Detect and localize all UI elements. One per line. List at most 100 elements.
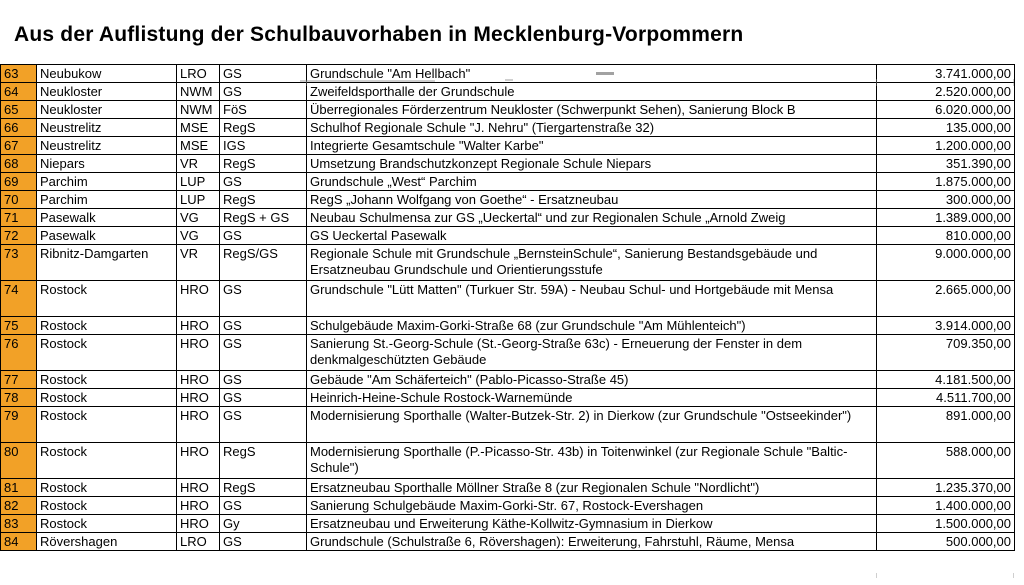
row-number-cell: 72 — [0, 226, 37, 245]
district-cell: VG — [176, 208, 220, 227]
amount-cell: 1.235.370,00 — [876, 478, 1015, 497]
school-type-cell: GS — [219, 316, 307, 335]
city-cell: Rostock — [36, 514, 177, 533]
project-cell: GS Ueckertal Pasewalk — [306, 226, 877, 245]
district-cell: MSE — [176, 118, 220, 137]
school-type-cell: GS — [219, 370, 307, 389]
amount-cell: 1.389.000,00 — [876, 208, 1015, 227]
table-row: 70 Parchim LUP RegS RegS „Johann Wolfgan… — [0, 190, 1015, 209]
district-cell: HRO — [176, 514, 220, 533]
row-number-cell: 65 — [0, 100, 37, 119]
district-cell: HRO — [176, 334, 220, 371]
district-cell: LRO — [176, 64, 220, 83]
project-cell: Ersatzneubau Sporthalle Möllner Straße 8… — [306, 478, 877, 497]
table-row: 67 Neustrelitz MSE IGS Integrierte Gesam… — [0, 136, 1015, 155]
district-cell: HRO — [176, 316, 220, 335]
table-row: 80 Rostock HRO RegS Modernisierung Sport… — [0, 442, 1015, 479]
table-row: 68 Niepars VR RegS Umsetzung Brandschutz… — [0, 154, 1015, 173]
city-cell: Rostock — [36, 496, 177, 515]
table-row: 79 Rostock HRO GS Modernisierung Sportha… — [0, 406, 1015, 443]
school-type-cell: GS — [219, 388, 307, 407]
table-row: 66 Neustrelitz MSE RegS Schulhof Regiona… — [0, 118, 1015, 137]
school-type-cell: RegS — [219, 118, 307, 137]
cropped-content-remnant — [1013, 573, 1014, 578]
city-cell: Pasewalk — [36, 208, 177, 227]
table-row: 75 Rostock HRO GS Schulgebäude Maxim-Gor… — [0, 316, 1015, 335]
table-row: 72 Pasewalk VG GS GS Ueckertal Pasewalk … — [0, 226, 1015, 245]
school-type-cell: FöS — [219, 100, 307, 119]
project-cell: Umsetzung Brandschutzkonzept Regionale S… — [306, 154, 877, 173]
project-cell: Schulhof Regionale Schule "J. Nehru" (Ti… — [306, 118, 877, 137]
amount-cell: 300.000,00 — [876, 190, 1015, 209]
cropped-content-remnant — [876, 79, 877, 86]
row-number-cell: 70 — [0, 190, 37, 209]
school-type-cell: GS — [219, 226, 307, 245]
district-cell: LUP — [176, 190, 220, 209]
project-cell: Grundschule „West“ Parchim — [306, 172, 877, 191]
city-cell: Neukloster — [36, 100, 177, 119]
amount-cell: 3.741.000,00 — [876, 64, 1015, 83]
amount-cell: 9.000.000,00 — [876, 244, 1015, 281]
school-type-cell: RegS — [219, 442, 307, 479]
amount-cell: 810.000,00 — [876, 226, 1015, 245]
row-number-cell: 69 — [0, 172, 37, 191]
table-row: 71 Pasewalk VG RegS + GS Neubau Schulmen… — [0, 208, 1015, 227]
table-row: 74 Rostock HRO GS Grundschule "Lütt Matt… — [0, 280, 1015, 317]
row-number-cell: 68 — [0, 154, 37, 173]
project-cell: Sanierung St.-Georg-Schule (St.-Georg-St… — [306, 334, 877, 371]
project-cell: Gebäude "Am Schäferteich" (Pablo-Picasso… — [306, 370, 877, 389]
school-type-cell: GS — [219, 532, 307, 551]
project-cell: Schulgebäude Maxim-Gorki-Straße 68 (zur … — [306, 316, 877, 335]
row-number-cell: 75 — [0, 316, 37, 335]
table-row: 65 Neukloster NWM FöS Überregionales För… — [0, 100, 1015, 119]
project-cell: Neubau Schulmensa zur GS „Ueckertal“ und… — [306, 208, 877, 227]
project-cell: Sanierung Schulgebäude Maxim-Gorki-Str. … — [306, 496, 877, 515]
amount-cell: 500.000,00 — [876, 532, 1015, 551]
row-number-cell: 77 — [0, 370, 37, 389]
project-cell: Grundschule "Lütt Matten" (Turkuer Str. … — [306, 280, 877, 317]
table-row: 64 Neukloster NWM GS Zweifeldsporthalle … — [0, 82, 1015, 101]
row-number-cell: 76 — [0, 334, 37, 371]
city-cell: Rostock — [36, 280, 177, 317]
table-row: 78 Rostock HRO GS Heinrich-Heine-Schule … — [0, 388, 1015, 407]
row-number-cell: 84 — [0, 532, 37, 551]
city-cell: Rostock — [36, 442, 177, 479]
amount-cell: 2.520.000,00 — [876, 82, 1015, 101]
amount-cell: 351.390,00 — [876, 154, 1015, 173]
table-row: 81 Rostock HRO RegS Ersatzneubau Sportha… — [0, 478, 1015, 497]
cropped-content-remnant — [306, 81, 307, 86]
project-cell: Modernisierung Sporthalle (P.-Picasso-St… — [306, 442, 877, 479]
amount-cell: 135.000,00 — [876, 118, 1015, 137]
cropped-content-remnant — [1013, 79, 1014, 86]
school-type-cell: GS — [219, 334, 307, 371]
district-cell: HRO — [176, 442, 220, 479]
city-cell: Neukloster — [36, 82, 177, 101]
amount-cell: 891.000,00 — [876, 406, 1015, 443]
district-cell: HRO — [176, 406, 220, 443]
district-cell: HRO — [176, 388, 220, 407]
school-type-cell: RegS — [219, 478, 307, 497]
cropped-content-remnant — [505, 79, 513, 81]
district-cell: HRO — [176, 370, 220, 389]
row-number-cell: 80 — [0, 442, 37, 479]
district-cell: HRO — [176, 496, 220, 515]
city-cell: Rostock — [36, 316, 177, 335]
row-number-cell: 83 — [0, 514, 37, 533]
amount-cell: 4.181.500,00 — [876, 370, 1015, 389]
table-row: 73 Ribnitz-Damgarten VR RegS/GS Regional… — [0, 244, 1015, 281]
city-cell: Parchim — [36, 190, 177, 209]
school-type-cell: GS — [219, 82, 307, 101]
district-cell: HRO — [176, 478, 220, 497]
district-cell: VG — [176, 226, 220, 245]
row-number-cell: 73 — [0, 244, 37, 281]
amount-cell: 1.500.000,00 — [876, 514, 1015, 533]
table-row: 77 Rostock HRO GS Gebäude "Am Schäfertei… — [0, 370, 1015, 389]
cropped-content-remnant — [596, 72, 614, 75]
amount-cell: 1.875.000,00 — [876, 172, 1015, 191]
project-cell: Heinrich-Heine-Schule Rostock-Warnemünde — [306, 388, 877, 407]
city-cell: Niepars — [36, 154, 177, 173]
table-row: 69 Parchim LUP GS Grundschule „West“ Par… — [0, 172, 1015, 191]
city-cell: Pasewalk — [36, 226, 177, 245]
row-number-cell: 78 — [0, 388, 37, 407]
row-number-cell: 63 — [0, 64, 37, 83]
